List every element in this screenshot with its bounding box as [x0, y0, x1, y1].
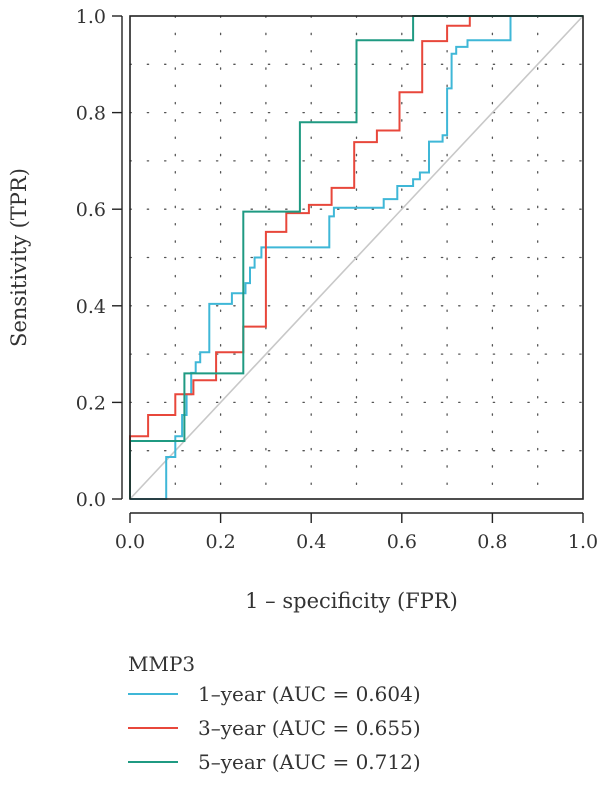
series-lines — [129, 15, 583, 500]
x-axis-title: 1 – specificity (FPR) — [245, 589, 458, 613]
diagonal-reference-line — [129, 15, 584, 500]
y-tick-label: 0.4 — [76, 296, 106, 318]
x-tick-label: 1.0 — [568, 531, 598, 553]
series-line-3-year — [129, 15, 583, 499]
legend-label: 5–year (AUC = 0.712) — [198, 750, 421, 774]
x-tick-label: 0.4 — [296, 531, 326, 553]
series-line-5-year — [129, 15, 583, 499]
y-axis-title: Sensitivity (TPR) — [7, 168, 31, 347]
x-tick-label: 0.8 — [477, 531, 507, 553]
y-axis: 0.0 0.2 0.4 0.6 0.8 1.0 — [76, 6, 123, 511]
legend-title: MMP3 — [128, 652, 195, 676]
plot-frame — [129, 15, 584, 500]
legend-label: 1–year (AUC = 0.604) — [198, 682, 421, 706]
y-tick-label: 0.6 — [76, 199, 106, 221]
legend-label: 3–year (AUC = 0.655) — [198, 716, 421, 740]
legend: 1–year (AUC = 0.604) 3–year (AUC = 0.655)… — [128, 682, 421, 774]
y-tick-label: 0.2 — [76, 392, 106, 414]
y-tick-label: 0.0 — [76, 489, 106, 511]
y-tick-label: 0.8 — [76, 103, 106, 125]
x-tick-label: 0.0 — [115, 531, 145, 553]
x-tick-label: 0.2 — [205, 531, 235, 553]
x-axis: 0.0 0.2 0.4 0.6 0.8 1.0 — [115, 512, 598, 553]
y-tick-label: 1.0 — [76, 6, 106, 28]
x-tick-label: 0.6 — [387, 531, 417, 553]
